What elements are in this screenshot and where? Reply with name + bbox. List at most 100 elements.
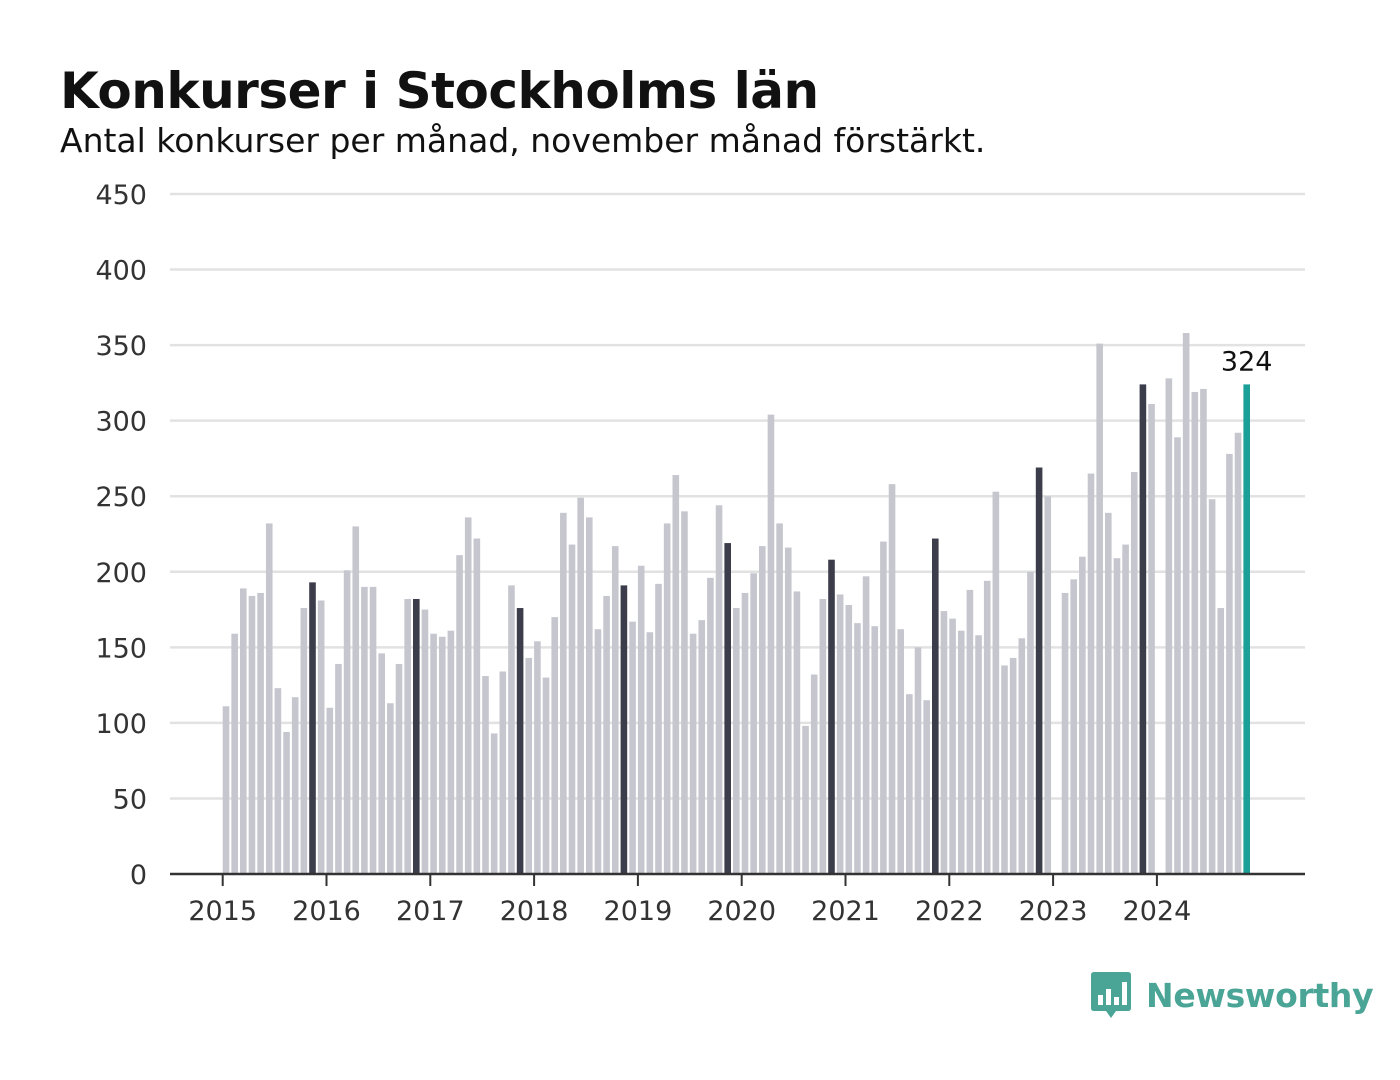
bar: [637, 565, 645, 874]
bar: [603, 595, 610, 874]
bar: [343, 570, 351, 874]
bar-november: [1139, 384, 1147, 874]
bar: [819, 598, 827, 874]
chart-title: Konkurser i Stockholms län: [60, 62, 819, 120]
y-tick-label: 200: [95, 558, 147, 589]
bar: [1130, 472, 1138, 874]
bar: [1226, 453, 1233, 874]
y-tick-label: 0: [130, 860, 147, 891]
latest-value-label: 324: [1221, 346, 1273, 377]
bar: [1027, 571, 1034, 874]
bar: [1018, 638, 1026, 874]
bar: [1105, 512, 1112, 874]
bar: [317, 600, 325, 874]
bar: [464, 517, 472, 874]
bar: [1009, 657, 1017, 874]
brand-name: Newsworthy: [1146, 975, 1374, 1015]
bar: [421, 609, 429, 874]
bar: [966, 589, 974, 874]
bar: [655, 583, 662, 874]
bar: [750, 573, 757, 874]
bar: [1001, 665, 1008, 874]
bar: [802, 725, 809, 874]
bar: [1234, 432, 1242, 874]
bar: [1191, 391, 1199, 874]
x-tick-label: 2017: [396, 896, 465, 927]
bar: [914, 647, 922, 874]
y-tick-label: 350: [95, 331, 147, 362]
x-tick-label: 2015: [188, 896, 257, 927]
bar: [741, 592, 749, 874]
bar: [1096, 343, 1103, 875]
y-tick-label: 300: [95, 407, 147, 438]
bar: [300, 608, 308, 874]
bar: [698, 620, 706, 874]
bar: [534, 641, 541, 874]
bar: [923, 700, 930, 874]
y-tick-label: 450: [95, 180, 147, 211]
y-tick-label: 50: [113, 784, 147, 815]
bar: [715, 505, 723, 874]
bar: [1208, 499, 1216, 874]
bar: [361, 586, 368, 874]
bar: [880, 541, 887, 874]
bar-november: [828, 559, 835, 874]
bar: [940, 611, 948, 874]
bar: [1113, 558, 1121, 874]
y-tick-label: 100: [95, 709, 147, 740]
bar: [1182, 333, 1190, 874]
bar: [369, 586, 377, 874]
bar: [689, 633, 697, 874]
bar: [1122, 544, 1129, 874]
bar-november: [932, 538, 939, 874]
bar: [888, 484, 896, 874]
x-tick-label: 2016: [292, 896, 361, 927]
bars: [222, 333, 1250, 875]
x-tick-label: 2024: [1123, 896, 1192, 927]
bar-november: [724, 543, 731, 874]
bar: [283, 731, 290, 874]
bar: [629, 621, 636, 874]
bar: [784, 547, 792, 874]
bar: [482, 676, 489, 874]
bar: [1061, 592, 1069, 874]
bar-chart-speech-bubble-icon: [1091, 972, 1131, 1018]
bar: [1200, 388, 1207, 874]
bar: [992, 491, 1000, 874]
bar: [274, 688, 282, 874]
bar: [957, 630, 965, 874]
bar: [1087, 473, 1095, 874]
bar: [430, 633, 437, 874]
bar: [291, 697, 299, 874]
bar: [248, 595, 256, 874]
bar: [265, 523, 273, 874]
bar: [395, 663, 403, 874]
bar: [836, 594, 844, 874]
bar: [1174, 437, 1181, 874]
bar: [845, 605, 853, 874]
bar-november: [413, 598, 420, 874]
x-tick-label: 2018: [500, 896, 569, 927]
bar: [335, 663, 342, 874]
bar: [560, 512, 567, 874]
bar: [222, 706, 230, 874]
bar: [862, 576, 870, 874]
y-tick-label: 250: [95, 482, 147, 513]
data-labels: 324: [1221, 346, 1273, 377]
bar: [586, 517, 593, 874]
y-tick-label: 400: [95, 256, 147, 287]
bar: [326, 707, 334, 874]
y-tick-label: 150: [95, 633, 147, 664]
bar: [551, 617, 558, 874]
bar: [1079, 556, 1086, 874]
x-tick-label: 2023: [1019, 896, 1088, 927]
x-tick-label: 2021: [811, 896, 880, 927]
bar: [438, 636, 446, 874]
bar-november: [516, 608, 524, 874]
bar: [447, 630, 455, 874]
bar: [525, 657, 533, 874]
bar: [793, 591, 801, 874]
bar: [542, 677, 550, 874]
bar-november: [1035, 467, 1043, 874]
bar: [906, 694, 913, 874]
